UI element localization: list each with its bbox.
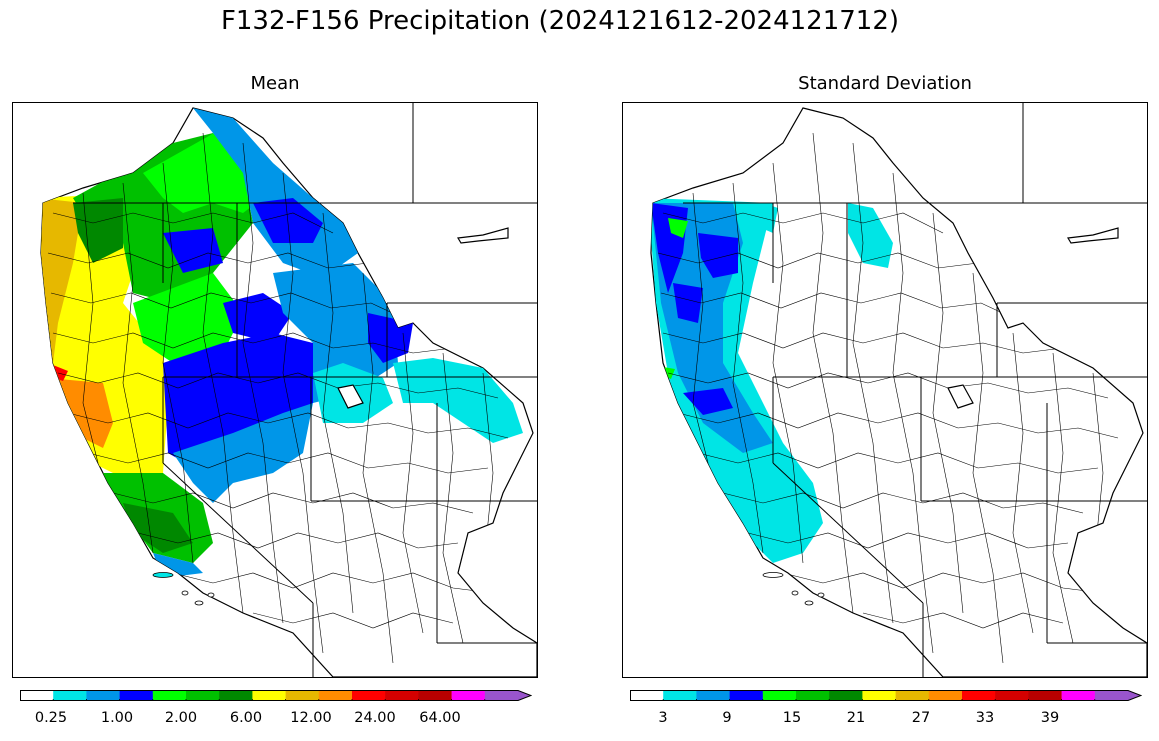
colorbar-segment [928,690,963,701]
stddev-tick-label: 39 [1040,710,1060,726]
colorbar-segment [696,690,730,701]
figure-title: F132-F156 Precipitation (2024121612-2024… [220,6,900,36]
mean-tick-label: 1.00 [100,710,134,726]
mean-tick-label: 0.25 [34,710,68,726]
stddev-map [622,102,1148,678]
colorbar-segment [318,690,353,701]
colorbar-segment [252,690,286,701]
colorbar-segment [20,690,54,701]
mean-colorbar-labels: 0.25 1.00 2.00 6.00 12.00 24.00 64.00 [20,710,532,730]
mean-map [12,102,538,678]
mean-tick-label: 6.00 [229,710,263,726]
colorbar-segment [829,690,863,701]
mean-panel-title: Mean [250,73,300,94]
colorbar-segment [630,690,664,701]
stddev-tick-label: 27 [911,710,931,726]
mean-tick-label: 64.00 [419,710,461,726]
colorbar-outline [20,690,532,701]
stddev-tick-label: 33 [975,710,995,726]
colorbar-segment [86,690,120,701]
colorbar-segment [119,690,154,701]
colorbar-segment [484,690,531,701]
colorbar-segment [796,690,830,701]
mean-colorbar [20,690,532,701]
colorbar-outline [630,690,1142,701]
mean-tick-label: 24.00 [354,710,396,726]
stddev-colorbar-labels: 3 9 15 21 27 33 39 [630,710,1142,730]
colorbar-segment [762,690,797,701]
colorbar-segment [352,690,386,701]
colorbar-segment [53,690,87,701]
colorbar-segment [862,690,896,701]
mean-tick-label: 2.00 [164,710,198,726]
colorbar-segment [995,690,1029,701]
colorbar-segment [729,690,764,701]
colorbar-segment [962,690,996,701]
stddev-tick-label: 3 [658,710,668,726]
colorbar-segment [418,690,452,701]
colorbar-segment [385,690,419,701]
colorbar-segment [663,690,697,701]
mean-tick-label: 12.00 [290,710,332,726]
colorbar-segment [1061,690,1096,701]
colorbar-segment [219,690,253,701]
colorbar-segment [186,690,220,701]
stddev-panel-title: Standard Deviation [798,73,972,94]
colorbar-segment [451,690,486,701]
colorbar-segment [1094,690,1141,701]
stddev-tick-label: 21 [846,710,866,726]
colorbar-segment [285,690,320,701]
colorbar-segment [1028,690,1062,701]
colorbar-segment [152,690,187,701]
stddev-tick-label: 9 [722,710,732,726]
stddev-tick-label: 15 [782,710,802,726]
colorbar-segment [895,690,930,701]
stddev-colorbar [630,690,1142,701]
